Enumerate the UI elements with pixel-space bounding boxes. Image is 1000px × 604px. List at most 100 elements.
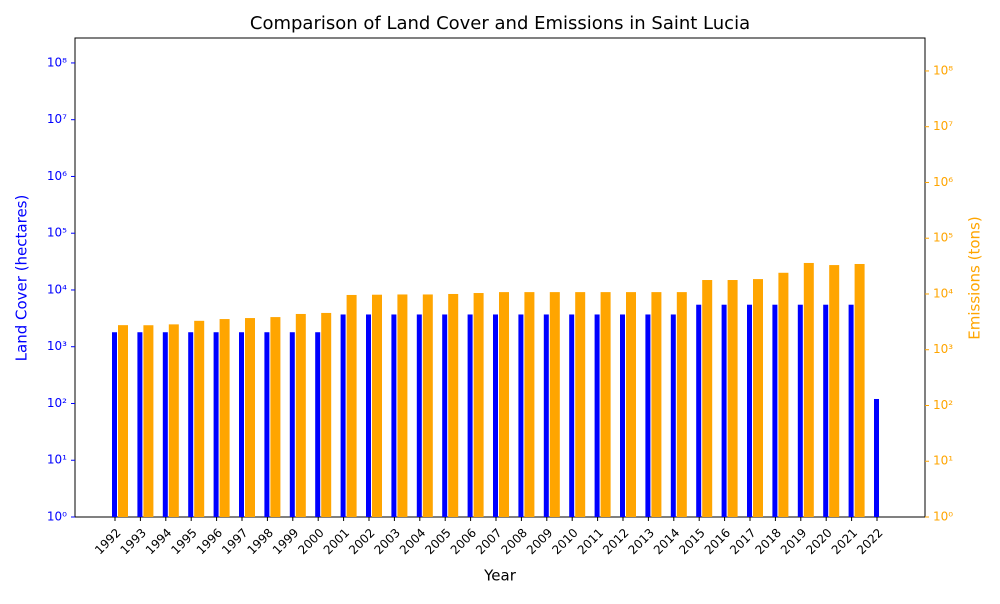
bar: [499, 292, 509, 517]
bar: [391, 314, 397, 517]
bar: [753, 279, 763, 517]
bar: [721, 304, 727, 517]
x-tick-label: 2019: [778, 526, 809, 557]
x-tick-label: 2014: [651, 526, 682, 557]
bar: [473, 293, 484, 517]
y-tick-label: 10⁷: [47, 112, 67, 126]
bar: [778, 272, 789, 517]
x-tick-label: 1992: [92, 526, 123, 557]
bar: [594, 314, 600, 517]
bar: [346, 294, 357, 517]
bar: [442, 314, 448, 517]
x-tick-label: 2020: [803, 526, 834, 557]
x-tick-label: 2005: [422, 526, 453, 557]
bar: [372, 294, 382, 517]
bar: [518, 314, 524, 517]
bar: [245, 318, 255, 517]
bar: [422, 294, 433, 517]
y-axis-label: Land Cover (hectares): [13, 195, 31, 362]
bar: [797, 304, 803, 517]
bar: [651, 292, 662, 517]
x-tick-label: 2009: [524, 526, 555, 557]
x-tick-label: 1999: [270, 526, 301, 557]
chart-title: Comparison of Land Cover and Emissions i…: [250, 13, 750, 34]
bar: [213, 332, 219, 517]
x-tick-label: 1996: [194, 526, 225, 557]
bar: [188, 332, 194, 517]
y2-tick-label: 10⁶: [933, 175, 953, 189]
y2-tick-label: 10¹: [933, 454, 953, 468]
y2-tick-label: 10⁸: [933, 63, 953, 77]
bar: [467, 314, 473, 517]
y2-tick-label: 10⁴: [933, 286, 953, 300]
bar: [397, 294, 408, 517]
bar: [524, 292, 535, 517]
bar: [727, 280, 738, 517]
bar: [575, 292, 586, 517]
y2-tick-label: 10²: [933, 398, 953, 412]
bar: [772, 304, 778, 517]
bar: [620, 314, 625, 517]
bar: [219, 319, 230, 517]
x-tick-label: 2015: [676, 526, 707, 557]
bar: [848, 304, 854, 517]
bar: [366, 314, 371, 517]
x-tick-label: 2013: [625, 526, 656, 557]
bar: [803, 262, 814, 517]
bar: [112, 332, 117, 517]
bar: [696, 304, 702, 517]
bar: [315, 332, 321, 517]
x-tick-label: 2000: [295, 526, 326, 557]
x-tick-label: 1994: [143, 526, 174, 557]
bar: [162, 332, 168, 517]
x-tick-label: 2003: [371, 526, 402, 557]
y-tick-label: 10³: [47, 339, 67, 353]
y2-tick-label: 10⁵: [933, 231, 953, 245]
x-tick-label: 1998: [244, 526, 275, 557]
bar: [645, 314, 651, 517]
y-tick-label: 10⁵: [47, 226, 67, 240]
y-tick-label: 10²: [47, 396, 67, 410]
y2-tick-label: 10⁰: [933, 510, 953, 524]
bar: [118, 325, 128, 517]
y-tick-label: 10¹: [47, 453, 67, 467]
y-tick-label: 10⁶: [47, 169, 67, 183]
bar: [270, 317, 281, 517]
bar: [747, 304, 752, 517]
x-tick-label: 2021: [829, 526, 860, 557]
bar: [289, 332, 295, 517]
bar: [829, 265, 840, 517]
bar: [493, 314, 498, 517]
bar: [854, 263, 865, 517]
y2-tick-label: 10³: [933, 342, 953, 356]
bar: [600, 292, 611, 517]
x-tick-label: 2022: [854, 526, 885, 557]
bar: [340, 314, 346, 517]
bar: [239, 332, 244, 517]
bar: [823, 304, 829, 517]
y-tick-label: 10⁸: [47, 55, 67, 69]
x-tick-label: 2008: [498, 526, 529, 557]
x-tick-label: 1993: [117, 526, 148, 557]
x-tick-label: 2001: [321, 526, 352, 557]
x-tick-label: 2006: [448, 526, 479, 557]
bar: [676, 292, 687, 517]
bar: [295, 313, 306, 517]
x-tick-label: 2007: [473, 526, 504, 557]
bar: [549, 292, 560, 517]
y-tick-label: 10⁰: [47, 510, 67, 524]
x-tick-label: 2016: [702, 526, 733, 557]
x-tick-label: 2018: [752, 526, 783, 557]
x-tick-label: 2004: [397, 526, 428, 557]
y-tick-label: 10⁴: [47, 282, 67, 296]
y2-tick-label: 10⁷: [933, 119, 953, 133]
bar: [543, 314, 549, 517]
bar: [143, 325, 154, 517]
bar: [670, 314, 676, 517]
bar: [194, 320, 205, 517]
bar: [321, 312, 332, 517]
bar: [626, 292, 636, 517]
bar: [569, 314, 575, 517]
bar: [874, 398, 879, 517]
bar: [168, 324, 179, 517]
